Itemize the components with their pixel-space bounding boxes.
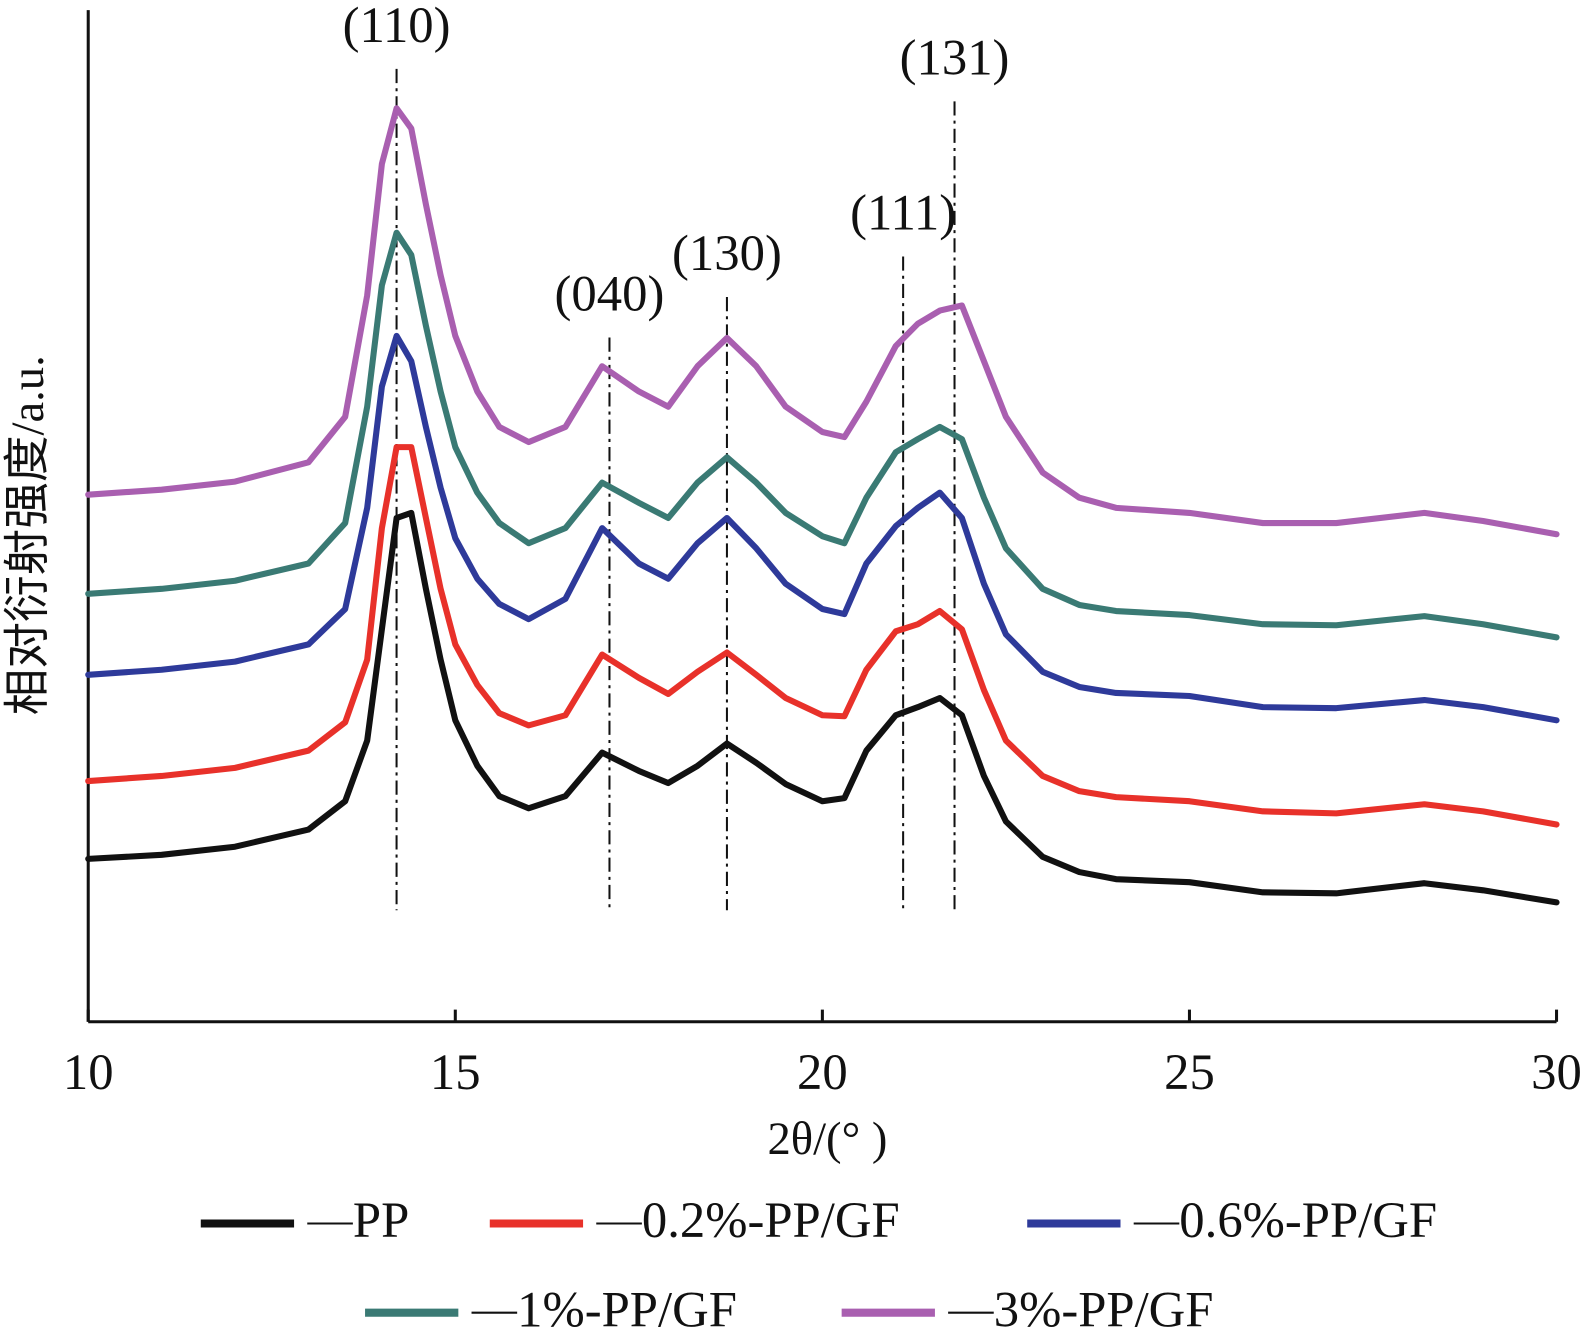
legend-label: 3%-PP/GF <box>994 1281 1214 1335</box>
x-tick-label: 30 <box>1531 1044 1582 1100</box>
series-line <box>85 105 1560 538</box>
x-tick-label: 15 <box>430 1044 481 1100</box>
peak-label: (110) <box>343 0 451 53</box>
peak-label: (131) <box>900 29 1010 85</box>
legend-label: 1%-PP/GF <box>517 1281 737 1335</box>
series-line <box>85 229 1560 641</box>
y-axis-label: 相对衍射强度/a.u. <box>2 355 54 715</box>
peak-label: (111) <box>850 185 956 241</box>
x-tick-label: 25 <box>1164 1044 1215 1100</box>
x-axis-label: 2θ/(° ) <box>767 1113 887 1165</box>
series-line <box>85 509 1560 906</box>
peak-label: (040) <box>555 266 665 322</box>
x-tick-label: 20 <box>797 1044 848 1100</box>
series-line <box>85 444 1560 828</box>
series-line <box>85 332 1560 724</box>
x-tick-label: 10 <box>63 1044 114 1100</box>
legend-label: 0.2%-PP/GF <box>642 1192 900 1248</box>
legend-label: 0.6%-PP/GF <box>1179 1192 1437 1248</box>
legend-label: PP <box>353 1192 409 1248</box>
peak-label: (130) <box>672 225 782 281</box>
